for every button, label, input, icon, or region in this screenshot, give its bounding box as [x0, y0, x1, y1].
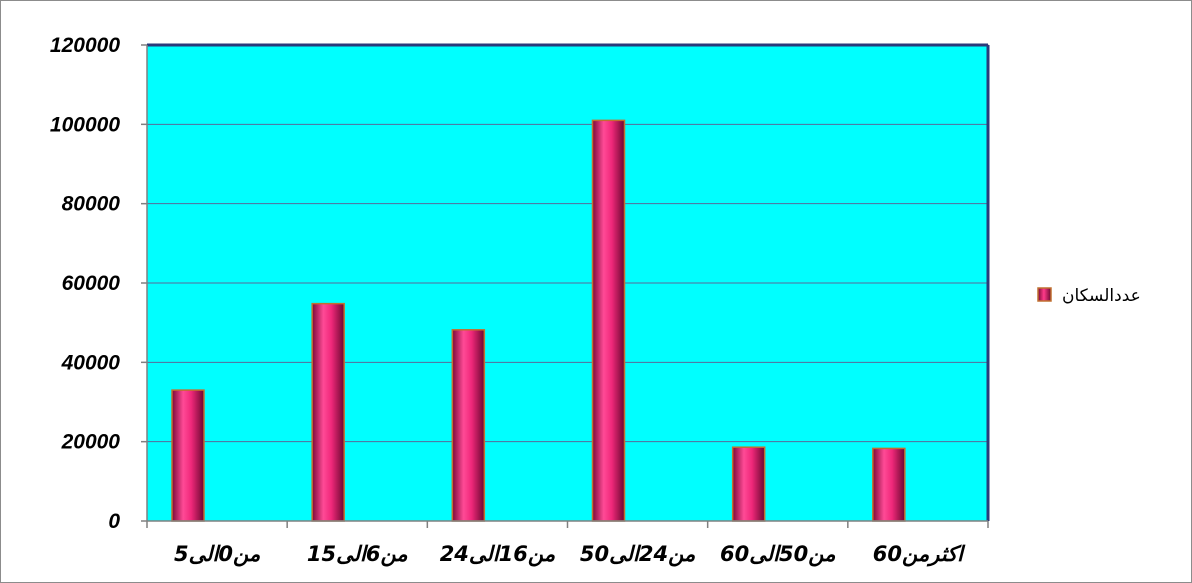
x-tick-label: اكثرمن60: [873, 542, 966, 567]
bar: [731, 446, 766, 522]
x-tick-label: من50الى60: [720, 542, 836, 567]
axis-labels: 0 20000 40000 60000 80000 100000 120000 من0الى5…: [50, 34, 966, 567]
bar: [171, 389, 205, 522]
bar: [451, 329, 486, 522]
y-tick-label: 20000: [61, 431, 121, 454]
bars: [171, 119, 906, 522]
y-tick-label: 40000: [61, 351, 121, 374]
x-tick-label: من0الى5: [174, 542, 261, 567]
bar: [311, 302, 345, 522]
legend: عددالسكان: [1037, 286, 1141, 306]
y-tick-label: 60000: [62, 272, 121, 295]
x-tick-label: من24الى50: [580, 542, 696, 567]
legend-label: عددالسكان: [1062, 286, 1141, 306]
y-tick-label: 80000: [62, 193, 121, 216]
axes: [141, 43, 990, 528]
y-tick-label: 120000: [50, 34, 120, 57]
x-tick-label: من6الى15: [307, 542, 409, 567]
x-tick-label: من16الى24: [440, 542, 556, 567]
bar: [872, 447, 906, 522]
y-tick-label: 100000: [50, 113, 120, 136]
bar: [591, 119, 626, 522]
y-tick-label: 0: [108, 510, 120, 533]
legend-swatch: [1037, 287, 1052, 302]
gridlines: [147, 123, 988, 443]
